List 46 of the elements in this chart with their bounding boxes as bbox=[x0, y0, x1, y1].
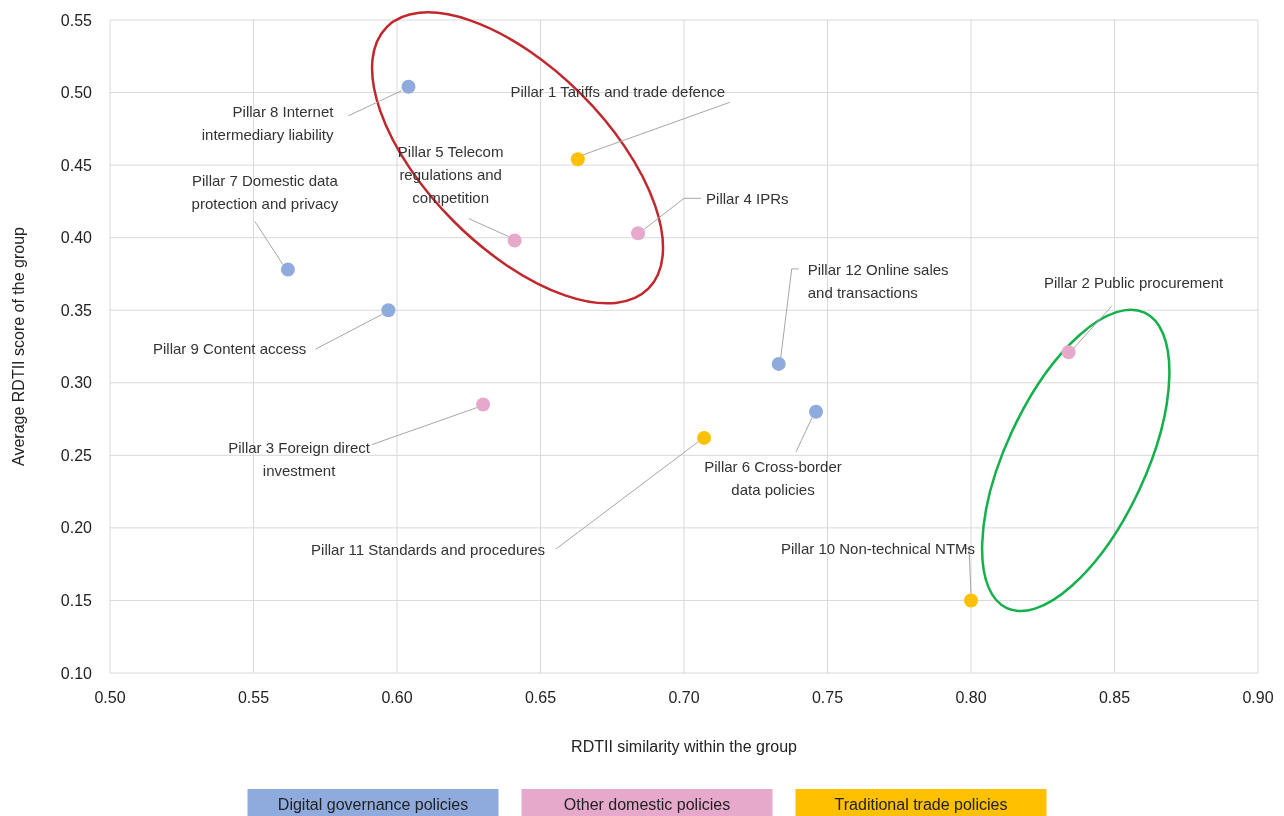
y-tick-label: 0.40 bbox=[60, 229, 93, 247]
point bbox=[570, 152, 585, 167]
x-tick-label: 0.50 bbox=[94, 689, 126, 706]
x-tick-label: 0.85 bbox=[1098, 689, 1131, 706]
x-axis-title: RDTII similarity within the group bbox=[571, 738, 798, 755]
point bbox=[381, 303, 396, 318]
annotation: Pillar 9 Content access bbox=[152, 340, 307, 358]
y-tick-label: 0.50 bbox=[60, 84, 93, 102]
y-tick-label: 0.30 bbox=[60, 374, 93, 392]
text: Other domestic policies bbox=[563, 796, 731, 813]
annotation: Pillar 10 Non-technical NTMs bbox=[780, 540, 976, 558]
y-tick-label: 0.55 bbox=[60, 11, 93, 29]
x-tick-label: 0.80 bbox=[955, 689, 987, 706]
y-tick-label: 0.35 bbox=[60, 301, 93, 319]
x-tick-label: 0.70 bbox=[668, 689, 700, 706]
annotation: Pillar 7 Domestic data protection and privacy bbox=[191, 171, 339, 212]
y-tick-label: 0.15 bbox=[60, 592, 93, 610]
annotation: Pillar 6 Cross-border data policies bbox=[704, 457, 842, 498]
point bbox=[697, 430, 712, 445]
text: Traditional trade policies bbox=[834, 796, 1008, 813]
text: Digital governance policies bbox=[277, 796, 469, 813]
annotation: Pillar 4 IPRs bbox=[706, 190, 789, 208]
point bbox=[1061, 345, 1076, 360]
y-tick-label: 0.45 bbox=[60, 156, 93, 174]
annotation: Pillar 2 Public procurement bbox=[1043, 274, 1225, 292]
point bbox=[401, 79, 416, 94]
annotation: Pillar 11 Standards and procedures bbox=[311, 540, 546, 558]
x-tick-label: 0.60 bbox=[381, 689, 413, 706]
y-axis-title: Average RDTII score of the group bbox=[10, 226, 27, 466]
point bbox=[631, 226, 646, 241]
point bbox=[964, 593, 978, 608]
y-tick-label: 0.25 bbox=[60, 446, 93, 464]
point bbox=[476, 397, 491, 412]
x-tick-label: 0.75 bbox=[811, 689, 844, 706]
annotation: Pillar 8 Internet intermediary liability bbox=[201, 102, 335, 143]
y-tick-label: 0.10 bbox=[60, 664, 93, 682]
point bbox=[771, 356, 786, 371]
point bbox=[280, 262, 295, 277]
x-tick-label: 0.65 bbox=[524, 689, 557, 706]
y-tick-label: 0.20 bbox=[60, 519, 93, 537]
point bbox=[507, 233, 522, 248]
point bbox=[809, 404, 824, 419]
annotation: Pillar 3 Foreign direct investment bbox=[228, 438, 371, 479]
x-tick-label: 0.55 bbox=[237, 689, 270, 706]
annotation: Pillar 12 Online sales and transactions bbox=[807, 260, 949, 301]
x-tick-label: 0.90 bbox=[1242, 689, 1274, 706]
